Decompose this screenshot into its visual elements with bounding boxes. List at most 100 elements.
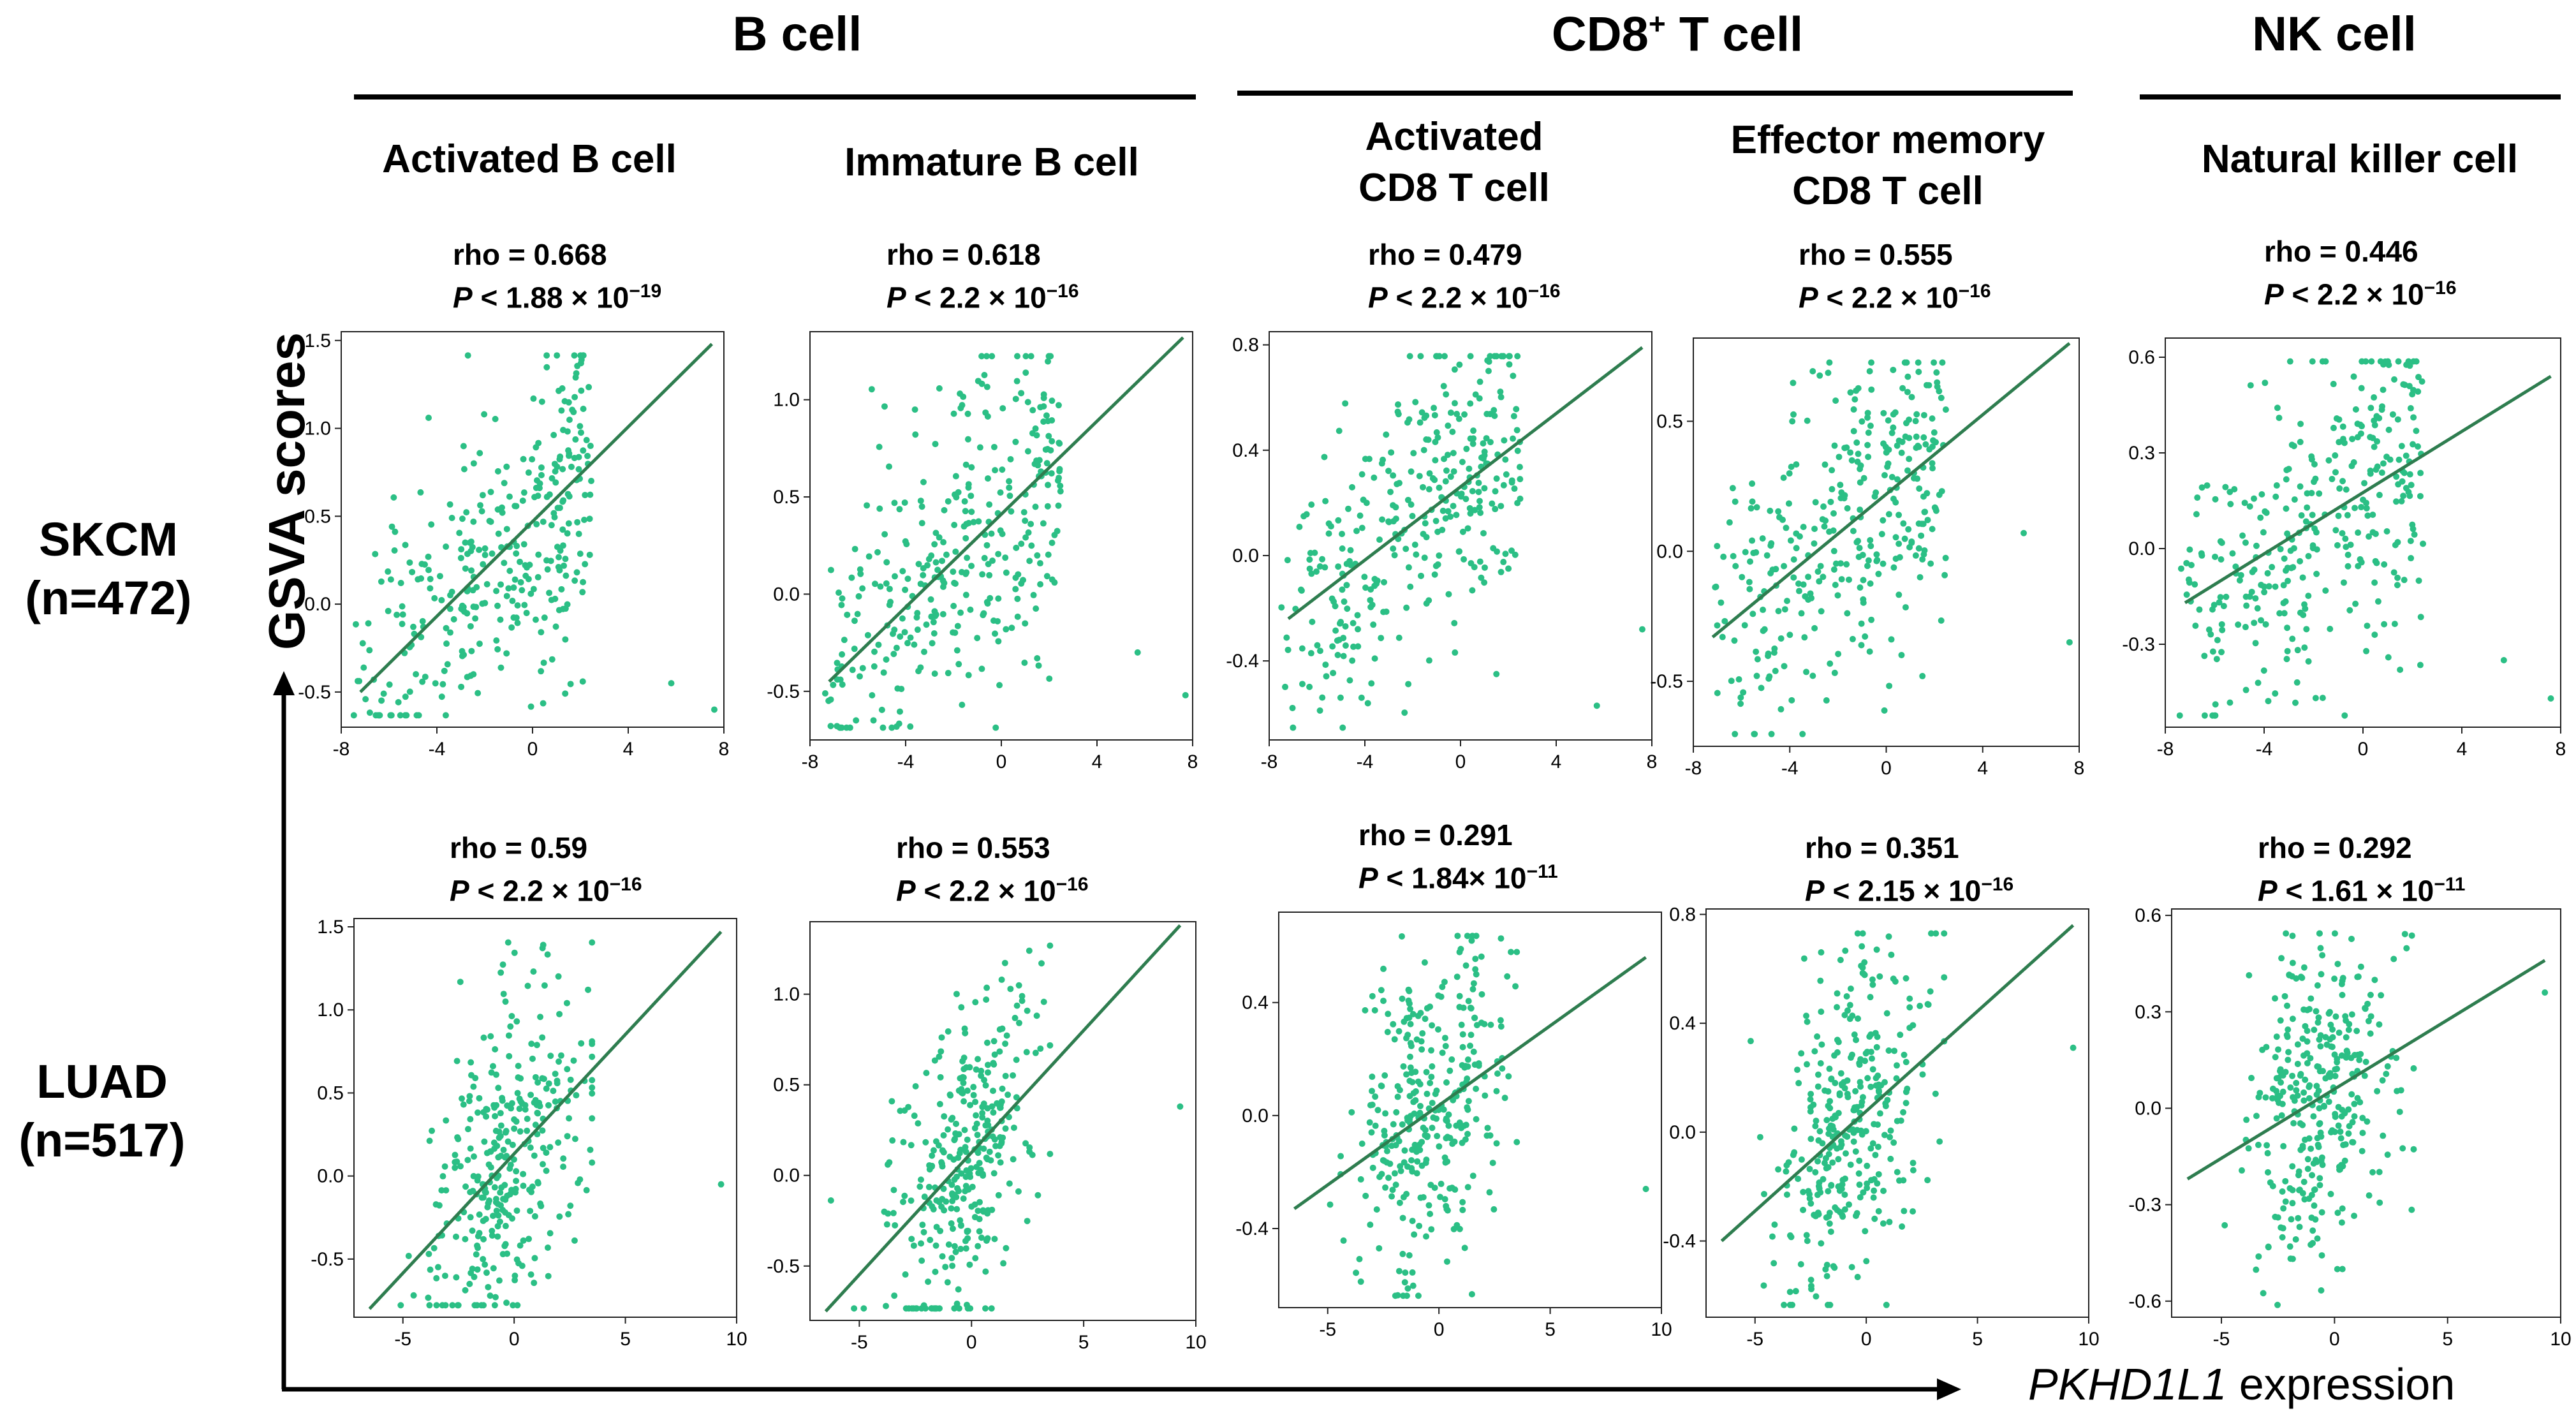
data-point — [1425, 486, 1432, 493]
data-point — [513, 1178, 520, 1185]
data-point — [538, 471, 545, 478]
data-point — [853, 717, 860, 724]
p-value: P < 1.61 × 10−11 — [2258, 866, 2465, 909]
data-point — [1804, 1018, 1811, 1025]
data-point — [2357, 556, 2364, 563]
data-point — [443, 543, 450, 550]
data-point — [1895, 591, 1903, 598]
data-point — [1719, 633, 1726, 640]
data-point — [2296, 1186, 2303, 1193]
data-point — [931, 1057, 938, 1064]
data-point — [475, 1244, 482, 1251]
data-point — [397, 579, 404, 586]
data-point — [1793, 461, 1800, 468]
data-point — [874, 549, 881, 556]
data-point — [567, 1202, 574, 1209]
data-point — [503, 650, 510, 657]
outlier-point — [2542, 989, 2549, 996]
data-point — [1916, 485, 1923, 492]
x-tick-label: -8 — [1685, 758, 1702, 779]
data-point — [876, 505, 883, 512]
data-point — [1435, 992, 1442, 999]
data-point — [1850, 427, 1857, 434]
data-point — [1800, 524, 1807, 531]
data-point — [1853, 1213, 1860, 1220]
data-point — [986, 572, 993, 579]
data-point — [1822, 1266, 1829, 1273]
data-point — [2304, 1038, 2311, 1045]
data-point — [2332, 452, 2339, 459]
data-point — [1426, 470, 1433, 477]
y-tick-label: -0.3 — [2122, 634, 2155, 655]
data-point — [1775, 508, 1782, 515]
y-tick-label: 0.5 — [773, 1075, 800, 1096]
data-point — [990, 1170, 997, 1177]
data-point — [2341, 439, 2348, 447]
data-point — [890, 1186, 897, 1193]
data-point — [2394, 574, 2401, 581]
data-point — [425, 1250, 432, 1257]
data-point — [2309, 542, 2316, 549]
data-point — [2331, 975, 2338, 982]
data-point — [927, 1236, 934, 1243]
data-point — [1786, 1301, 1793, 1308]
data-point — [1024, 448, 1031, 455]
data-point — [2262, 380, 2269, 387]
data-point — [851, 617, 858, 624]
data-point — [1838, 576, 1845, 583]
data-point — [427, 585, 434, 592]
data-point — [559, 605, 566, 612]
data-point — [2297, 1120, 2304, 1127]
x-tick-label: 0 — [966, 1332, 977, 1353]
data-point — [1823, 1117, 1830, 1124]
data-point — [989, 1088, 996, 1095]
data-point — [1886, 1218, 1893, 1225]
data-point — [995, 1192, 1002, 1199]
data-point — [945, 1126, 952, 1133]
data-point — [1406, 416, 1413, 423]
data-point — [1349, 484, 1356, 491]
data-point — [1876, 973, 1883, 980]
data-point — [992, 630, 999, 637]
data-point — [1781, 663, 1788, 670]
data-point — [953, 1173, 960, 1180]
data-point — [1394, 1093, 1401, 1100]
data-point — [506, 1165, 513, 1172]
data-point — [2302, 1076, 2309, 1083]
data-point — [2221, 1222, 2228, 1229]
data-point — [1466, 465, 1473, 472]
data-point — [426, 1302, 433, 1309]
data-point — [1459, 528, 1466, 535]
data-point — [1875, 570, 1882, 577]
data-point — [1369, 993, 1376, 1000]
data-point — [2355, 563, 2362, 570]
data-point — [1402, 1269, 1409, 1276]
data-point — [2305, 658, 2312, 665]
data-point — [577, 429, 584, 436]
data-point — [965, 520, 972, 527]
data-point — [1439, 984, 1446, 991]
p-symbol: P — [1805, 874, 1825, 908]
data-point — [1456, 361, 1463, 368]
p-value-text: < 2.2 × 10 — [469, 874, 610, 908]
data-point — [1746, 586, 1753, 593]
data-point — [2311, 1026, 2318, 1033]
data-point — [903, 540, 910, 547]
data-point — [2339, 991, 2346, 998]
data-point — [1045, 432, 1052, 439]
data-point — [517, 558, 524, 565]
data-point — [2304, 1060, 2311, 1067]
data-point — [1010, 1072, 1017, 1079]
data-point — [2300, 1089, 2307, 1096]
data-point — [1029, 407, 1036, 414]
data-point — [1859, 964, 1866, 971]
data-point — [1841, 1085, 1848, 1092]
data-point — [583, 1186, 590, 1193]
data-point — [485, 1161, 492, 1168]
data-point — [880, 724, 887, 731]
p-value-text: < 2.2 × 10 — [906, 281, 1047, 314]
data-point — [917, 664, 924, 671]
data-point — [1048, 470, 1055, 477]
data-point — [2374, 1088, 2381, 1095]
data-point — [984, 413, 991, 420]
